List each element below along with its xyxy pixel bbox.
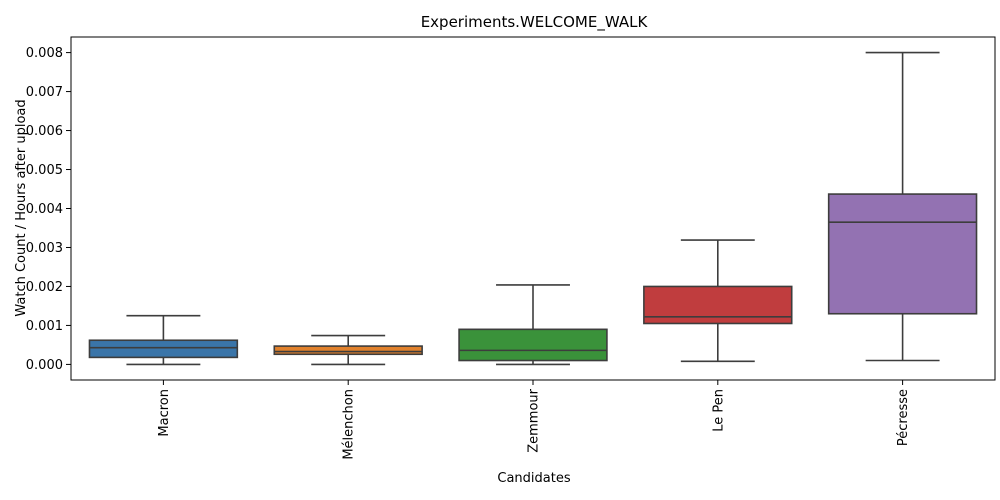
x-tick-label: Le Pen: [711, 389, 726, 432]
box-2: [273, 334, 423, 366]
x-axis-label: Candidates: [497, 471, 570, 486]
box-5: [827, 51, 978, 362]
y-tick-label: 0.001: [26, 319, 63, 334]
x-axis: Macron Mélenchon Zemmour Le Pen Pécresse: [157, 380, 911, 460]
x-tick-label: Macron: [157, 389, 172, 437]
y-tick-label: 0.004: [26, 202, 63, 217]
y-tick-label: 0.002: [26, 280, 63, 295]
x-tick-label: Pécresse: [896, 389, 911, 446]
x-tick-label: Mélenchon: [342, 389, 357, 460]
chart-title: Experiments.WELCOME_WALK: [421, 13, 649, 32]
y-axis: 0.000 0.001 0.002 0.003 0.004 0.005 0.006 0.007…: [26, 46, 71, 373]
x-tick-label: Zemmour: [527, 388, 542, 452]
y-tick-label: 0.006: [26, 124, 63, 139]
box-3: [458, 284, 608, 366]
y-tick-label: 0.007: [26, 85, 63, 100]
box-4: [643, 239, 793, 363]
y-axis-label: Watch Count / Hours after upload: [14, 99, 29, 316]
box-body: [827, 193, 978, 315]
box-body: [643, 285, 793, 325]
box-body: [273, 345, 423, 356]
y-tick-label: 0.003: [26, 241, 63, 256]
y-tick-label: 0.000: [26, 358, 63, 373]
plot-area: [70, 36, 996, 381]
y-tick-label: 0.005: [26, 163, 63, 178]
y-tick-label: 0.008: [26, 46, 63, 61]
box-body: [458, 328, 608, 362]
box-body: [88, 339, 239, 359]
box-1: [88, 314, 239, 366]
